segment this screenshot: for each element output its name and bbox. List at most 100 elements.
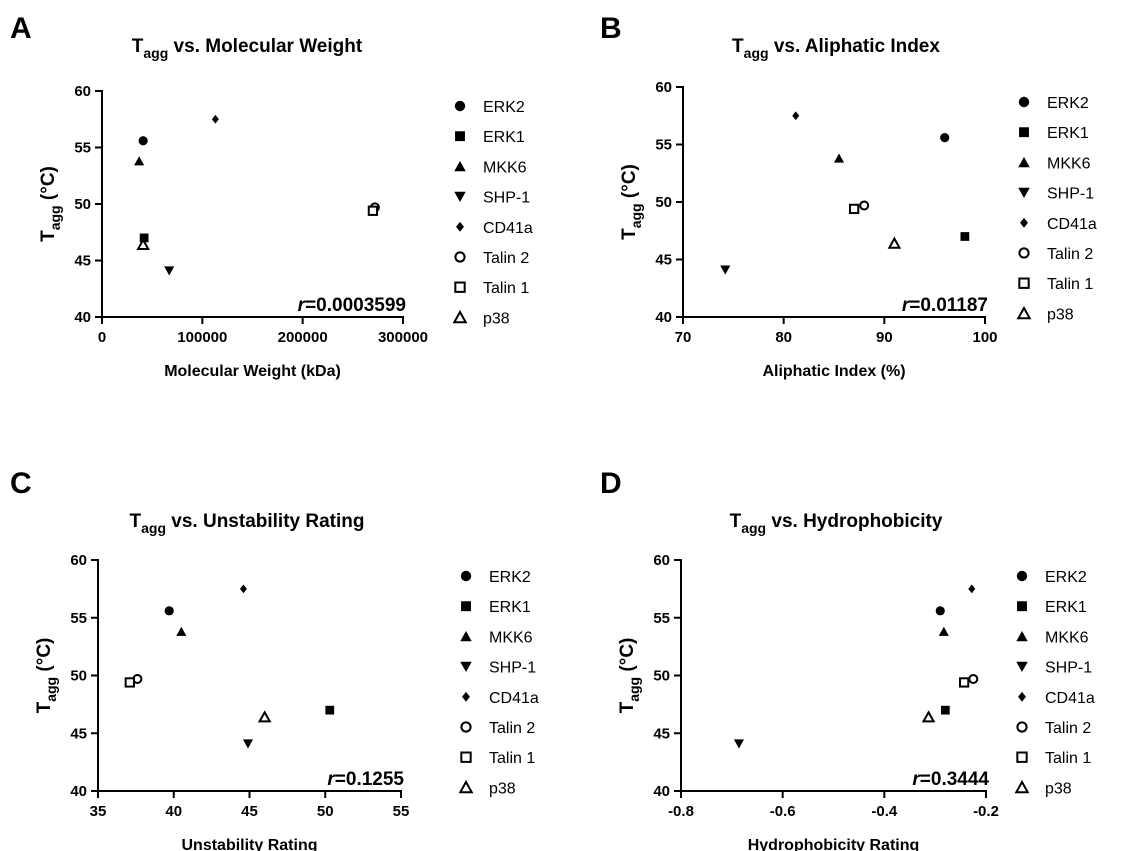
legend: ERK2 ERK1 MKK6 SHP-1 CD41a Talin 2 Talin 1 p38 — [1016, 95, 1097, 323]
data-point-erk1 — [960, 232, 970, 241]
x-tick-label: 45 — [241, 803, 258, 820]
data-point-cd41a — [968, 584, 976, 594]
legend-marker — [454, 281, 466, 293]
legend-marker — [1016, 630, 1028, 642]
y-tick-label: 60 — [653, 552, 670, 569]
legend-marker — [454, 251, 466, 263]
legend-entry: Talin 2 — [489, 720, 535, 737]
panel-c: C Tagg vs. Unstability Rating 40 45 50 55 60 35… — [10, 467, 539, 851]
chart-title: Tagg vs. Hydrophobicity — [730, 511, 943, 536]
legend-marker — [1018, 96, 1030, 108]
data-point-shp-1 — [720, 265, 731, 275]
correlation-label: r=0.1255 — [327, 769, 404, 790]
legend-entry: Talin 1 — [1045, 750, 1091, 767]
legend-entry: ERK1 — [1047, 125, 1089, 142]
legend-entry: ERK2 — [1047, 95, 1089, 112]
data-point-p38 — [921, 710, 936, 723]
y-tick-label: 60 — [655, 79, 672, 96]
y-tick-label: 55 — [653, 610, 670, 627]
legend-marker — [460, 570, 472, 582]
data-point-talin-2 — [859, 200, 870, 211]
legend-marker — [1018, 187, 1030, 199]
legend-marker — [1016, 305, 1032, 320]
y-tick-label: 50 — [655, 194, 672, 211]
legend-marker — [460, 721, 472, 733]
panel-a: A Tagg vs. Molecular Weight 40 45 50 55 60 0 100… — [10, 12, 533, 380]
legend-marker — [1018, 156, 1030, 168]
legend-marker — [458, 779, 474, 794]
data-point-p38 — [887, 236, 902, 249]
x-tick-label: 40 — [165, 803, 182, 820]
data-point-talin-1 — [959, 677, 970, 688]
x-axis-label: Hydrophobicity Rating — [748, 837, 920, 851]
legend-marker — [455, 131, 465, 142]
legend-entry: Talin 1 — [483, 280, 529, 297]
legend-entry: Talin 1 — [1047, 276, 1093, 293]
panel-b: B Tagg vs. Aliphatic Index 40 45 50 55 60 70 80 9… — [600, 12, 1097, 380]
x-tick-label: -0.8 — [668, 803, 694, 820]
legend-entry: p38 — [483, 310, 510, 327]
panels: A Tagg vs. Molecular Weight 40 45 50 55 60 0 100… — [10, 12, 1097, 851]
panel-letter: D — [600, 467, 622, 500]
data-point-erk2 — [940, 133, 950, 143]
legend-entry: ERK2 — [1045, 569, 1087, 586]
y-axis-label: Tagg (°C) — [34, 638, 59, 714]
legend-entry: Talin 1 — [489, 750, 535, 767]
x-tick-label: 80 — [775, 329, 792, 346]
data-point-shp-1 — [242, 739, 254, 749]
y-tick-label: 40 — [70, 783, 87, 800]
x-tick-label: -0.6 — [770, 803, 796, 820]
legend-entry: SHP-1 — [489, 660, 536, 677]
legend-marker — [460, 630, 472, 642]
legend-marker — [456, 221, 464, 232]
x-tick-label: -0.2 — [973, 803, 999, 820]
x-tick-label: 50 — [317, 803, 334, 820]
legend-entry: MKK6 — [1045, 629, 1089, 646]
data-point-mkk6 — [176, 626, 187, 636]
data-point-erk2 — [164, 606, 174, 616]
legend-entry: ERK1 — [489, 599, 531, 616]
data-point-talin-1 — [848, 203, 860, 215]
legend-entry: SHP-1 — [483, 190, 530, 207]
panel-letter: C — [10, 467, 32, 500]
x-axis-label: Molecular Weight (kDa) — [164, 363, 341, 380]
data-point-erk1 — [940, 705, 950, 715]
legend-entry: CD41a — [489, 690, 539, 707]
legend-entry: CD41a — [1045, 690, 1095, 707]
legend-marker — [1017, 601, 1027, 612]
panel-letter: B — [600, 12, 622, 45]
legend-entry: ERK2 — [489, 569, 531, 586]
y-tick-label: 55 — [70, 610, 87, 627]
data-point-cd41a — [792, 111, 800, 121]
x-tick-label: 90 — [876, 329, 893, 346]
data-point-erk1 — [139, 233, 149, 243]
data-point-talin-2 — [968, 673, 979, 684]
legend-marker — [1016, 751, 1028, 763]
legend-marker — [460, 661, 472, 673]
data-point-talin-1 — [367, 205, 379, 216]
x-tick-label: 35 — [90, 803, 107, 820]
legend-entry: p38 — [1045, 780, 1072, 797]
data-point-erk2 — [138, 136, 148, 146]
data-point-mkk6 — [833, 153, 845, 163]
y-tick-label: 45 — [653, 725, 670, 742]
legend-entry: SHP-1 — [1047, 186, 1094, 203]
legend-marker — [454, 160, 466, 172]
x-axis-label: Unstability Rating — [181, 837, 317, 851]
chart-title: Tagg vs. Unstability Rating — [130, 511, 365, 536]
legend-marker — [1016, 570, 1028, 582]
correlation-label: r=0.0003599 — [298, 295, 406, 316]
legend-entry: ERK1 — [483, 129, 525, 146]
legend-entry: Talin 2 — [1045, 720, 1091, 737]
legend-entry: CD41a — [1047, 216, 1097, 233]
legend-marker — [461, 601, 471, 612]
chart-title: Tagg vs. Aliphatic Index — [732, 36, 940, 61]
legend-marker — [1018, 247, 1030, 259]
panel-letter: A — [10, 12, 32, 45]
legend-entry: ERK2 — [483, 99, 525, 116]
y-axis-label: Tagg (°C) — [617, 638, 642, 714]
y-tick-label: 45 — [655, 252, 672, 269]
chart-title: Tagg vs. Molecular Weight — [132, 36, 363, 61]
legend: ERK2 ERK1 MKK6 SHP-1 CD41a Talin 2 Talin 1 p38 — [1014, 569, 1095, 797]
